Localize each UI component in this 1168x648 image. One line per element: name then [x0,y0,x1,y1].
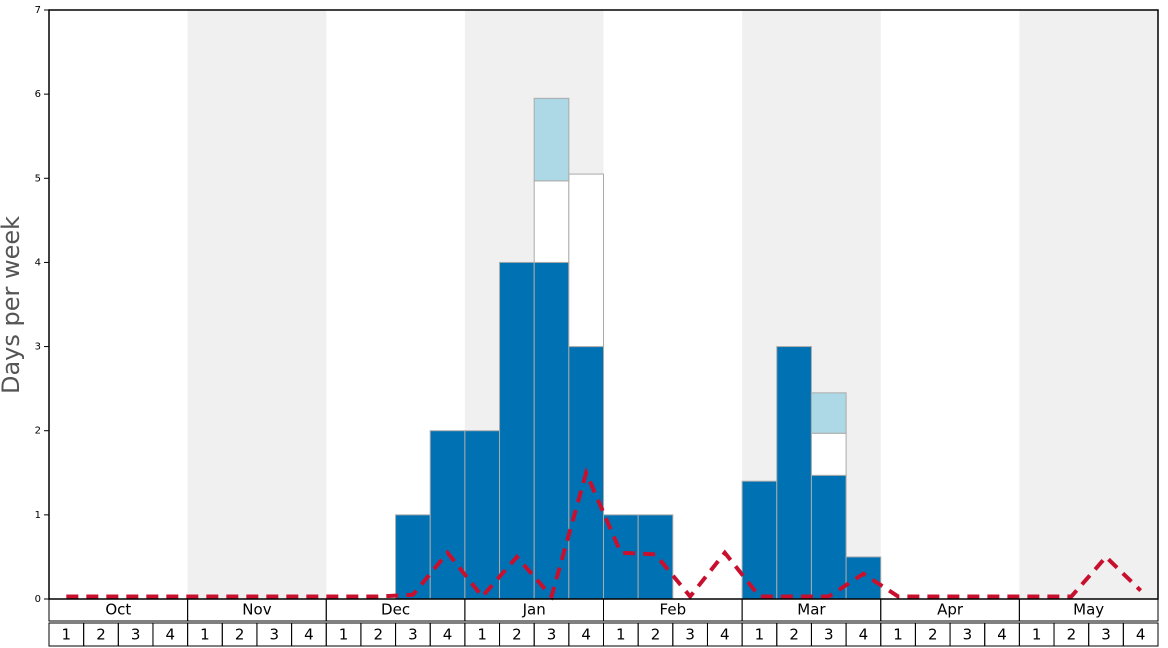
y-tick-label: 4 [35,257,41,268]
bar [845,556,882,600]
week-label: 1 [339,626,349,644]
y-tick-label: 6 [35,89,41,100]
y-tick-label: 1 [35,510,41,521]
y-tick-label: 2 [35,426,41,437]
month-shade [187,10,327,599]
week-label: 1 [893,626,903,644]
month-label: Apr [937,601,964,619]
week-label: 4 [720,626,730,644]
week-label: 1 [62,626,72,644]
week-label: 3 [824,626,834,644]
bar [810,474,847,600]
bar [429,430,466,600]
week-label: 4 [997,626,1007,644]
week-label: 1 [616,626,626,644]
month-shade [1019,10,1158,599]
week-label: 1 [200,626,210,644]
week-label: 1 [1032,626,1042,644]
month-label: Feb [660,601,687,619]
week-label: 2 [512,626,522,644]
bar [810,432,847,476]
month-label: Jan [522,601,546,619]
y-tick-label: 7 [35,5,41,16]
week-label: 3 [1101,626,1111,644]
y-tick-label: 3 [35,342,41,353]
bar [533,180,570,263]
week-label: 4 [166,626,176,644]
week-label: 2 [789,626,799,644]
week-label: 4 [581,626,591,644]
week-label: 4 [304,626,314,644]
week-label: 2 [1067,626,1077,644]
bar [776,346,812,600]
week-label: 3 [269,626,279,644]
month-label: May [1073,601,1104,619]
week-label: 4 [1136,626,1146,644]
bar [464,430,501,600]
week-label: 1 [755,626,765,644]
bar [637,514,674,600]
bar [395,514,431,600]
week-label: 2 [373,626,383,644]
week-label: 3 [963,626,973,644]
y-axis-label: Days per week [0,216,25,394]
week-label: 3 [131,626,141,644]
month-cell [1018,598,1159,622]
week-label: 2 [651,626,661,644]
week-label: 1 [477,626,487,644]
week-label: 2 [235,626,245,644]
week-label: 2 [928,626,938,644]
month-label: Dec [381,601,410,619]
bar [499,261,535,600]
week-label: 4 [859,626,869,644]
bar [568,173,604,348]
bar [741,480,778,600]
week-label: 2 [96,626,106,644]
y-tick-label: 0 [35,594,41,605]
month-label: Nov [242,601,271,619]
y-tick-label: 5 [35,173,41,184]
week-label: 3 [685,626,695,644]
week-label: 3 [408,626,418,644]
bar [810,392,847,434]
month-label: Mar [797,601,826,619]
bar [533,97,570,182]
week-label: 3 [547,626,557,644]
week-cell [1122,622,1159,647]
week-label: 4 [443,626,453,644]
month-label: Oct [105,601,131,619]
